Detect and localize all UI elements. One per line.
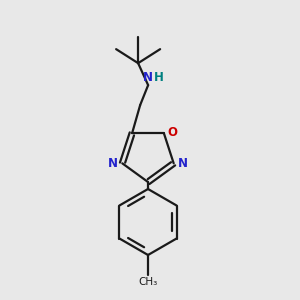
Text: N: N <box>108 157 118 170</box>
Text: N: N <box>143 71 153 84</box>
Text: N: N <box>178 157 188 170</box>
Text: CH₃: CH₃ <box>138 277 158 287</box>
Text: H: H <box>154 71 164 84</box>
Text: O: O <box>168 126 178 139</box>
